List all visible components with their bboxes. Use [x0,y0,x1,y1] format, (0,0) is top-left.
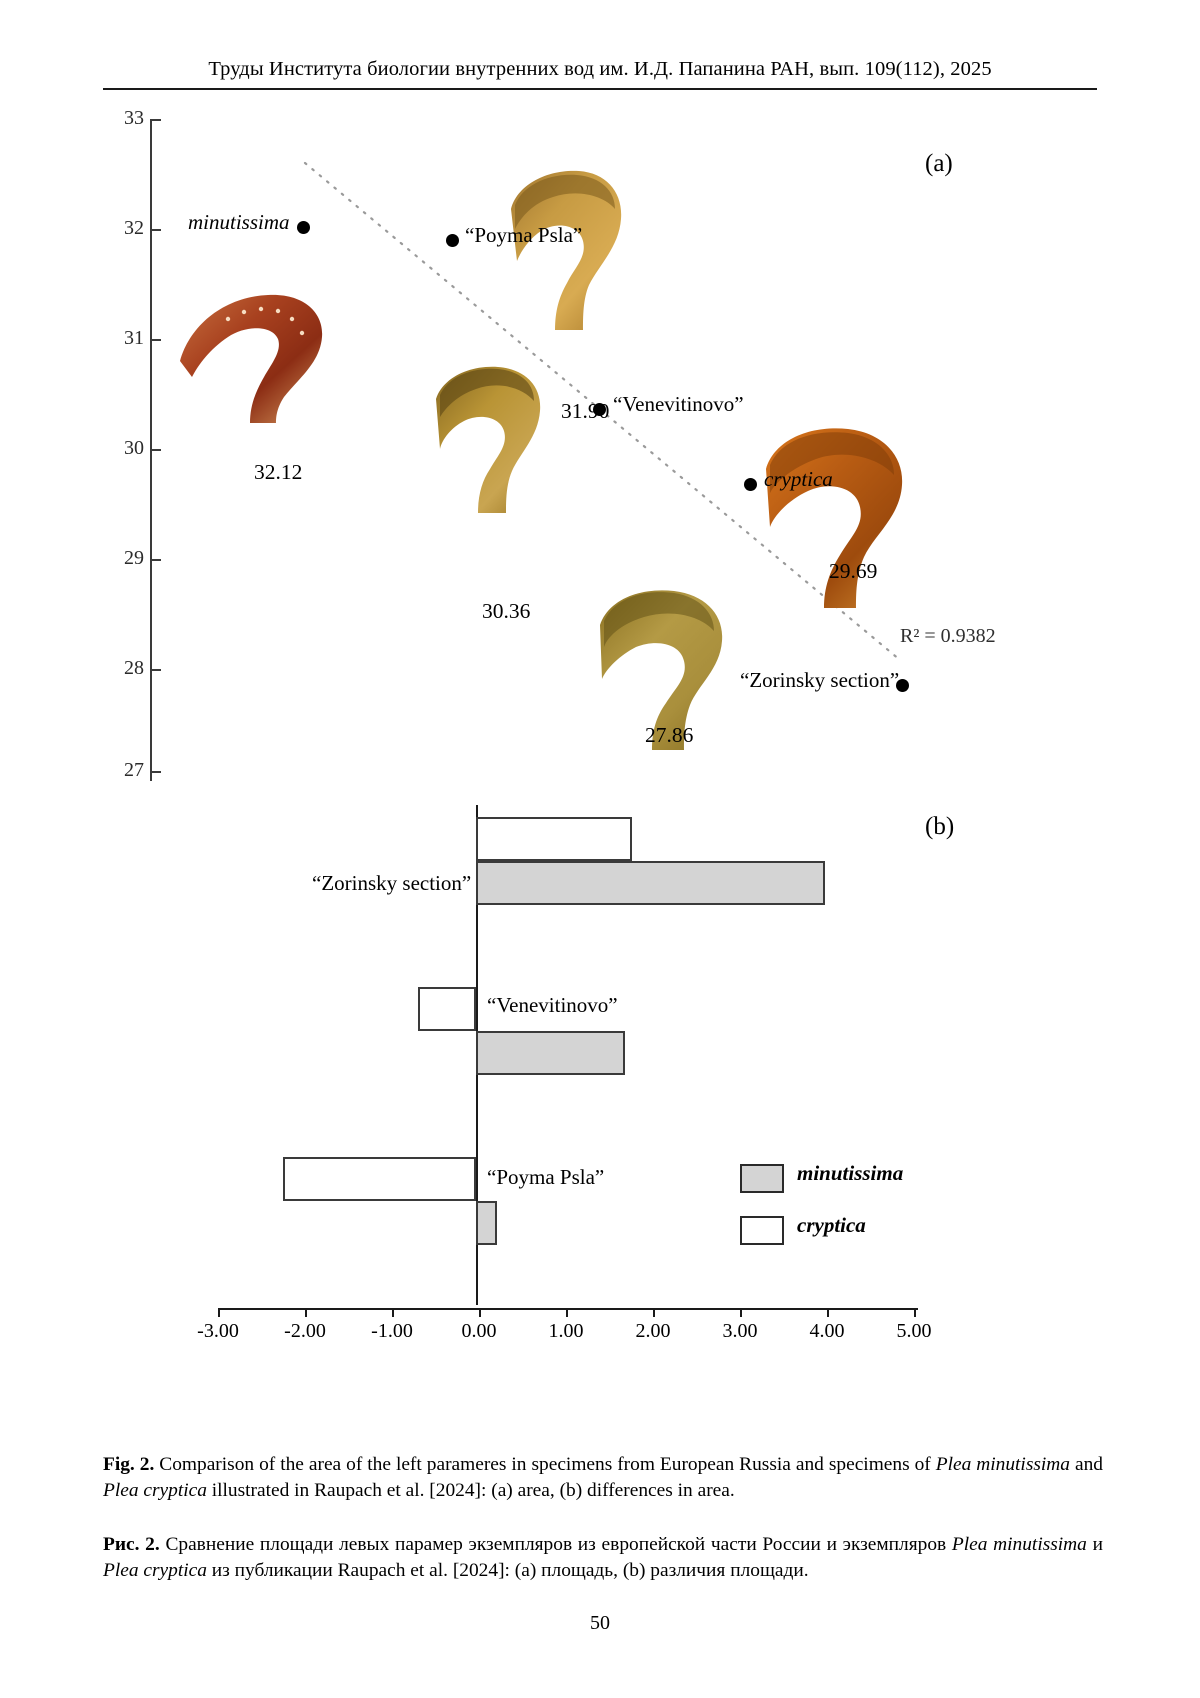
x-tick-label--1: -1.00 [352,1320,432,1343]
group-label-poyma-psla: “Poyma Psla” [487,1165,604,1190]
x-tick-label-1: 1.00 [526,1320,606,1343]
caption-english: Fig. 2. Comparison of the area of the le… [103,1452,1103,1504]
point-label-minutissima: minutissima [188,210,290,235]
running-head: Труды Института биологии внутренних вод … [0,58,1200,81]
data-point-poyma-psla[interactable] [446,234,459,247]
caption-russian-prefix: Рис. 2. [103,1534,160,1555]
y-tick-28 [150,669,161,671]
caption-russian-text-3: из публикации Raupach et al. [2024]: (a)… [207,1560,809,1581]
paramere-image-minutissima [172,233,342,423]
header-rule [103,88,1097,90]
x-tick-label-0: 0.00 [439,1320,519,1343]
x-tick--1 [392,1308,394,1317]
legend-swatch-minutissima [740,1164,784,1193]
y-tick-label-27: 27 [98,759,144,782]
bar-zorinsky-minutissima[interactable] [476,861,825,905]
legend-label-minutissima: minutissima [797,1161,903,1186]
x-tick--2 [305,1308,307,1317]
panel-a-label: (a) [925,150,953,178]
y-tick-label-30: 30 [98,437,144,460]
x-tick--3 [218,1308,220,1317]
x-tick-4 [827,1308,829,1317]
caption-english-text-3: illustrated in Raupach et al. [2024]: (a… [207,1480,735,1501]
x-axis-line [218,1308,918,1310]
y-tick-31 [150,339,161,341]
point-label-poyma-psla: “Poyma Psla” [465,223,582,248]
caption-russian-text-1: Сравнение площади левых парамер экземпля… [160,1534,952,1555]
caption-english-prefix: Fig. 2. [103,1454,154,1475]
y-tick-label-29: 29 [98,547,144,570]
legend-label-cryptica: cryptica [797,1213,866,1238]
y-tick-30 [150,449,161,451]
x-tick-label-4: 4.00 [787,1320,867,1343]
y-tick-27 [150,771,161,773]
y-tick-32 [150,229,161,231]
x-tick-3 [740,1308,742,1317]
r-squared-annotation: R² = 0.9382 [900,625,996,648]
page-number: 50 [0,1612,1200,1635]
point-value-minutissima: 32.12 [254,460,302,485]
point-value-venevitinovo: 30.36 [482,599,530,624]
bar-zorinsky-cryptica[interactable] [476,817,632,861]
y-tick-label-28: 28 [98,657,144,680]
x-tick-label--3: -3.00 [178,1320,258,1343]
group-label-venevitinovo: “Venevitinovo” [487,993,618,1018]
page: Труды Института биологии внутренних вод … [0,0,1200,1698]
group-label-zorinsky-section: “Zorinsky section” [312,871,471,896]
data-point-minutissima[interactable] [297,221,310,234]
x-tick-label-3: 3.00 [700,1320,780,1343]
caption-russian-italic-1: Plea minutissima [952,1534,1087,1555]
x-tick-label--2: -2.00 [265,1320,345,1343]
x-tick-label-2: 2.00 [613,1320,693,1343]
bar-venevitinovo-minutissima[interactable] [476,1031,625,1075]
paramere-image-venevitinovo [432,363,557,513]
point-value-zorinsky-section: 27.86 [645,723,693,748]
point-value-cryptica: 29.69 [829,559,877,584]
x-tick-2 [653,1308,655,1317]
bar-venevitinovo-cryptica[interactable] [418,987,476,1031]
x-tick-label-5: 5.00 [874,1320,954,1343]
data-point-venevitinovo[interactable] [593,403,606,416]
bar-poyma-psla-cryptica[interactable] [283,1157,476,1201]
y-tick-29 [150,559,161,561]
caption-english-italic-2: Plea cryptica [103,1480,207,1501]
caption-russian-italic-2: Plea cryptica [103,1560,207,1581]
caption-english-italic-1: Plea minutissima [936,1454,1070,1475]
caption-russian-text-2: и [1087,1534,1103,1555]
data-point-cryptica[interactable] [744,478,757,491]
panel-a-scatter: (a) 33 32 31 30 29 28 27 [0,105,1200,795]
caption-english-text-1: Comparison of the area of the left param… [154,1454,935,1475]
y-tick-33 [150,119,161,121]
y-tick-label-31: 31 [98,327,144,350]
point-label-venevitinovo: “Venevitinovo” [613,392,744,417]
caption-russian: Рис. 2. Сравнение площади левых парамер … [103,1532,1103,1584]
point-label-cryptica: cryptica [764,467,833,492]
bar-poyma-psla-minutissima[interactable] [476,1201,497,1245]
point-label-zorinsky-section: “Zorinsky section” [740,668,899,693]
x-tick-5 [914,1308,916,1317]
panel-b-label: (b) [925,813,954,841]
panel-b-bar-chart: (b) “Zorinsky section” “Venevitinovo” “P… [0,795,1200,1415]
legend-swatch-cryptica [740,1216,784,1245]
x-tick-0 [479,1308,481,1317]
caption-english-text-2: and [1070,1454,1103,1475]
y-tick-label-32: 32 [98,217,144,240]
x-tick-1 [566,1308,568,1317]
y-tick-label-33: 33 [98,107,144,130]
